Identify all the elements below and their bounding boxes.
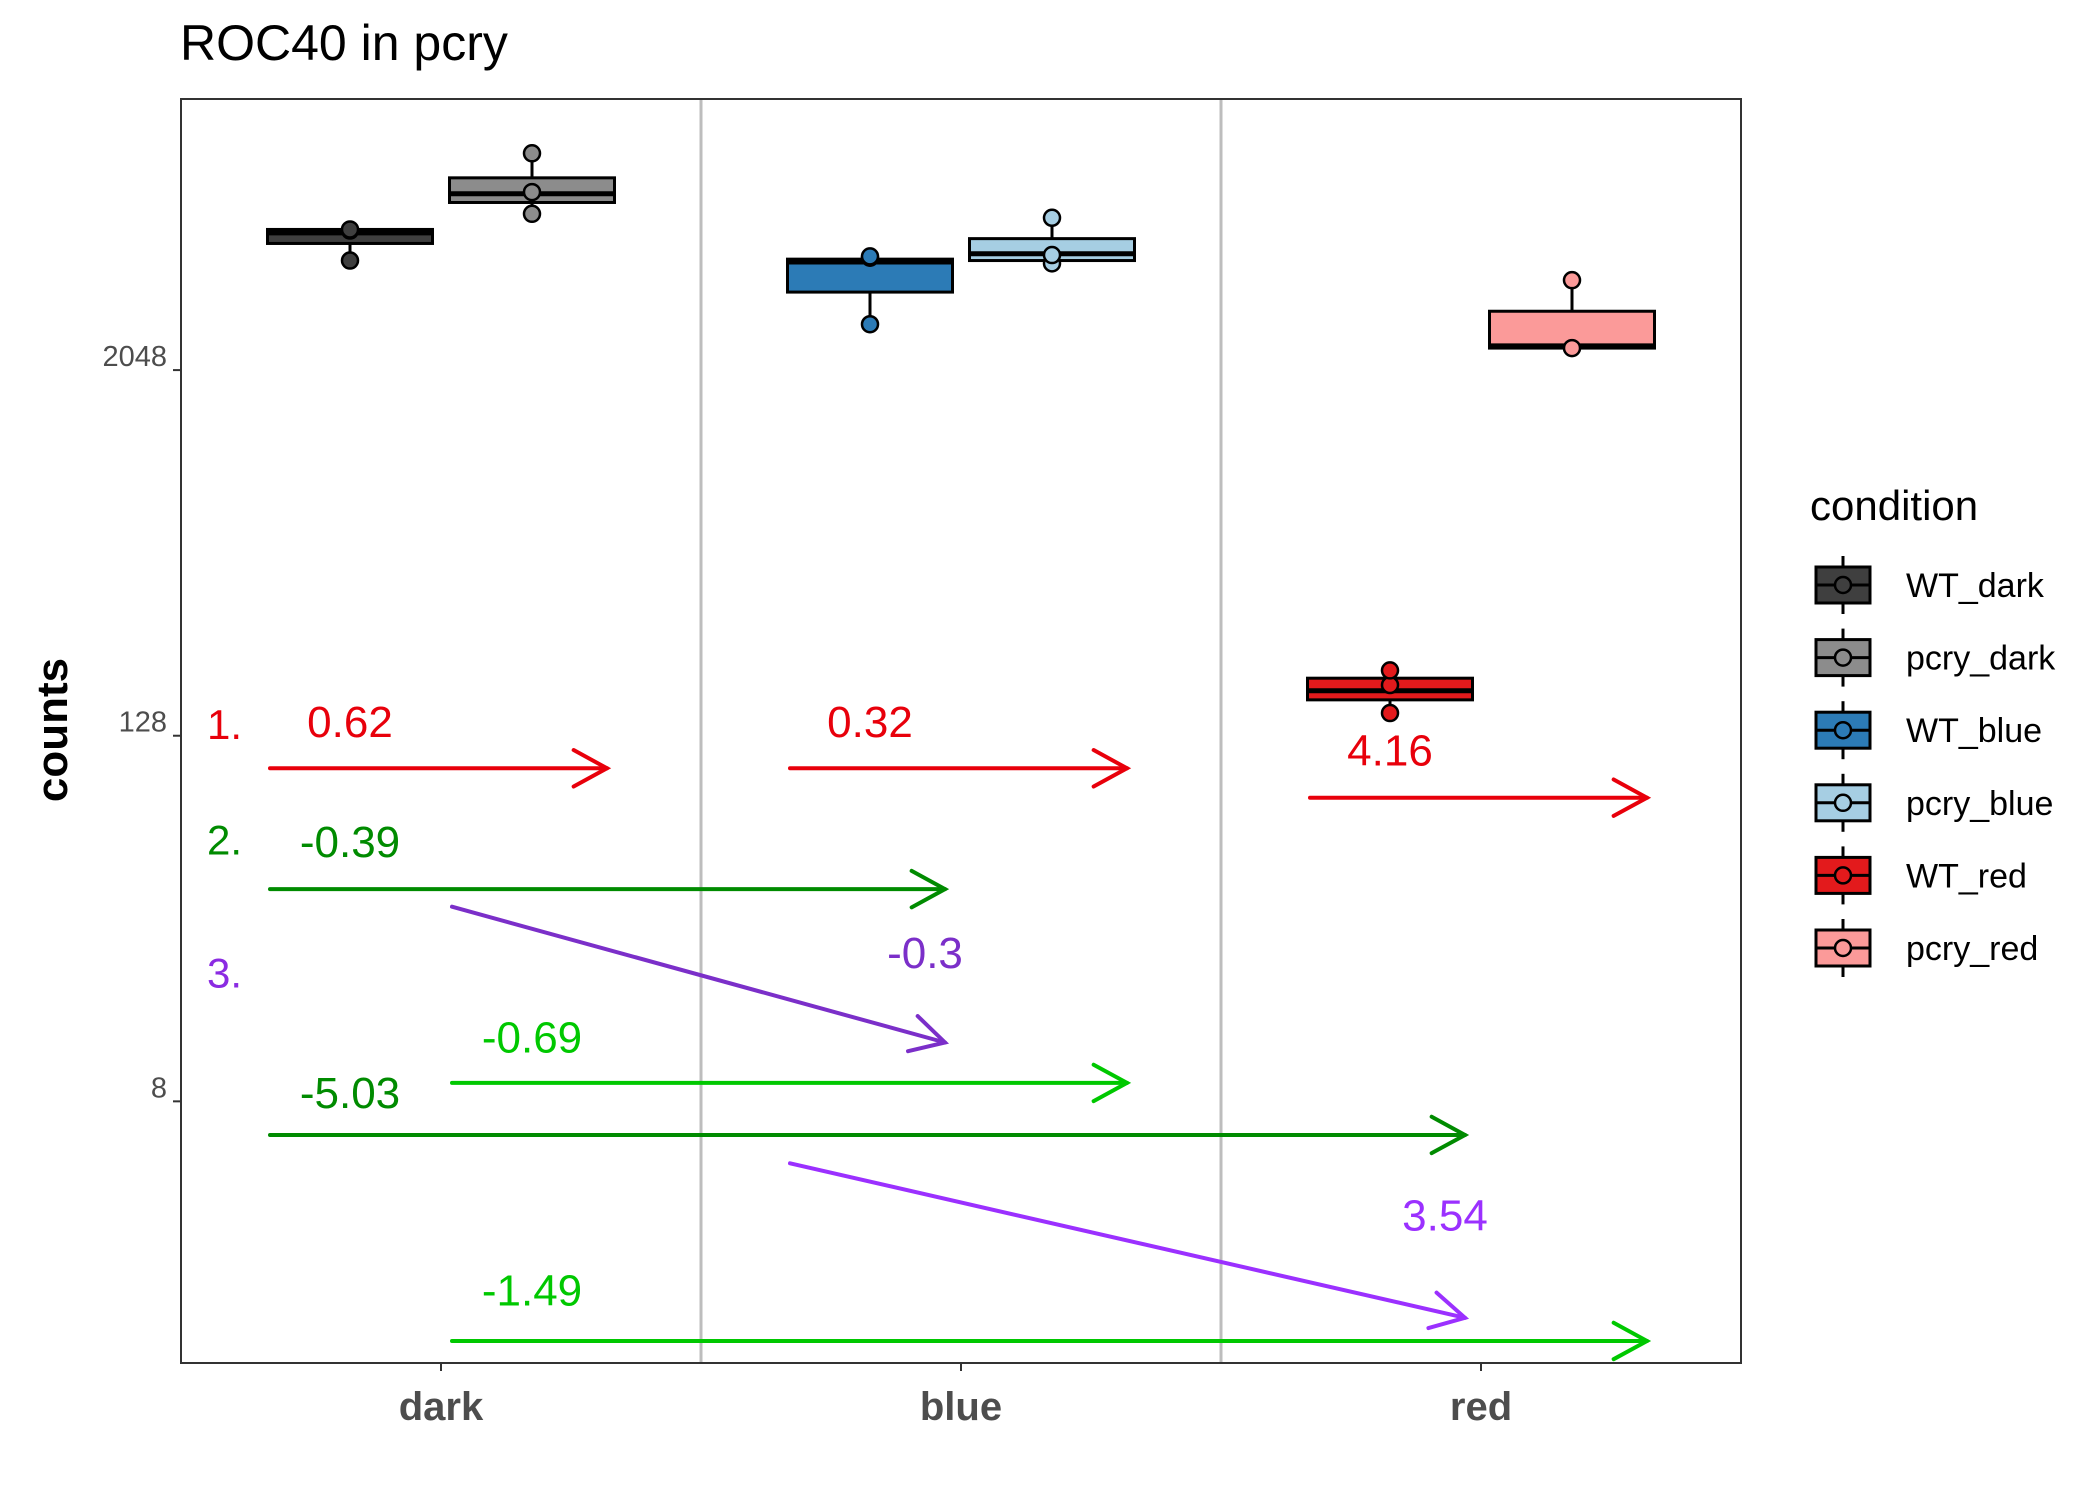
legend-key-point	[1833, 648, 1853, 667]
data-point	[522, 182, 542, 202]
data-point	[522, 144, 542, 163]
legend-item-WT_blue: WT_blue	[1814, 701, 2042, 760]
x-tick-label-blue: blue	[920, 1385, 1002, 1429]
legend-item-pcry_dark: pcry_dark	[1814, 628, 2056, 687]
arrow-head	[909, 868, 950, 910]
data-point	[860, 314, 880, 334]
arrow-head	[1426, 1290, 1470, 1331]
box-WT_blue	[786, 247, 954, 334]
legend-label: pcry_dark	[1906, 640, 2056, 678]
data-point	[1562, 338, 1582, 358]
arrow-shaft	[450, 904, 947, 1045]
contrast-annotation: -0.3	[450, 904, 963, 1054]
legend-label: pcry_blue	[1906, 785, 2053, 823]
arrow-head	[1429, 1114, 1470, 1156]
contrast-value-label: 0.62	[307, 698, 393, 747]
legend-label: pcry_red	[1906, 930, 2038, 968]
data-point	[1042, 208, 1062, 228]
chart-title: ROC40 in pcry	[180, 15, 508, 71]
legend-title: condition	[1810, 482, 1978, 529]
legend-item-WT_dark: WT_dark	[1814, 556, 2045, 614]
axis-layer: 8 128 2048 dark blue red	[102, 341, 1512, 1429]
step-number-label: 3.	[207, 949, 242, 996]
data-point	[860, 247, 880, 266]
contrast-value-label: 3.54	[1402, 1192, 1488, 1241]
contrast-annotation: 4.16	[1308, 727, 1652, 818]
x-tick-label-dark: dark	[399, 1385, 484, 1429]
arrow-head	[1091, 1062, 1132, 1104]
legend-item-WT_red: WT_red	[1814, 846, 2027, 905]
y-tick-label: 128	[119, 707, 167, 739]
legend-key-point	[1833, 720, 1853, 740]
box-pcry_dark	[448, 144, 616, 224]
contrast-value-label: -5.03	[300, 1069, 400, 1118]
arrow-head	[906, 1014, 950, 1054]
y-tick-label: 2048	[102, 341, 167, 373]
box-pcry_blue	[968, 208, 1136, 273]
contrast-value-label: -0.3	[887, 929, 963, 978]
legend-item-pcry_red: pcry_red	[1814, 919, 2038, 977]
contrast-value-label: -0.69	[482, 1013, 582, 1062]
data-point	[1380, 661, 1400, 680]
arrow-head	[1091, 748, 1132, 789]
contrast-value-label: 0.32	[827, 698, 913, 747]
contrast-annotation: 3.54	[788, 1161, 1488, 1331]
contrast-value-label: -1.49	[482, 1267, 582, 1316]
data-point	[1380, 703, 1400, 723]
step-number-label: 1.	[207, 701, 242, 748]
data-point	[340, 220, 360, 239]
contrast-annotation: 0.62	[268, 698, 612, 789]
contrast-annotation: -5.03	[268, 1069, 1470, 1156]
contrast-value-label: -0.39	[300, 818, 400, 867]
data-point	[1042, 245, 1062, 265]
data-point	[340, 251, 360, 270]
contrast-annotation: 0.32	[788, 698, 1132, 789]
arrow-head	[571, 748, 612, 789]
annotation-layer: 0.62 0.32 4.16 -0.39 -5.03 -0.69 -1.49 -0.3 3.54…	[207, 698, 1652, 1362]
contrast-annotation: -0.69	[450, 1013, 1132, 1104]
legend: condition WT_dark pcry_dark WT_blue pcry_bl…	[1810, 482, 2056, 977]
arrow-shaft	[788, 1161, 1467, 1320]
x-tick-label-red: red	[1450, 1385, 1512, 1429]
legend-key-point	[1833, 793, 1853, 813]
data-point	[522, 204, 542, 224]
data-point	[1562, 270, 1582, 290]
arrow-head	[1611, 1320, 1652, 1362]
legend-key-point	[1833, 938, 1853, 958]
box-WT_red	[1306, 661, 1474, 723]
box-pcry_red	[1488, 270, 1656, 358]
arrow-head	[1611, 777, 1652, 818]
box-layer	[266, 144, 1656, 723]
contrast-annotation: -1.49	[450, 1267, 1652, 1362]
step-number-label: 2.	[207, 817, 242, 864]
y-tick-label: 8	[151, 1072, 167, 1104]
legend-key-point	[1833, 866, 1853, 885]
contrast-annotation: -0.39	[268, 818, 950, 910]
legend-label: WT_dark	[1906, 567, 2045, 605]
box-WT_dark	[266, 220, 434, 270]
contrast-value-label: 4.16	[1347, 727, 1433, 776]
legend-key-point	[1833, 575, 1853, 595]
legend-item-pcry_blue: pcry_blue	[1814, 773, 2053, 832]
legend-label: WT_red	[1906, 857, 2027, 895]
legend-label: WT_blue	[1906, 712, 2042, 750]
y-axis-label: counts	[28, 658, 77, 802]
